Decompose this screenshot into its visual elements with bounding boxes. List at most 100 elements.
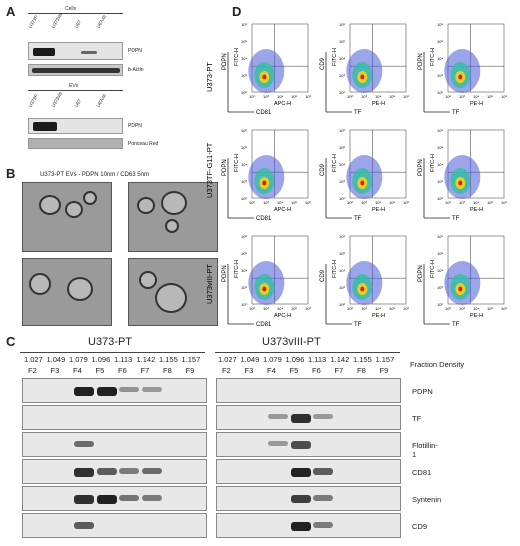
y-tick-label: 10⁵	[339, 251, 345, 256]
blot-band	[119, 387, 139, 392]
fraction-label: F4	[73, 366, 82, 375]
density-blot	[22, 513, 207, 538]
panel-d-label: D	[232, 4, 242, 19]
cells-actin-blot	[28, 64, 123, 76]
panel-c-label: C	[6, 334, 16, 349]
panel-b-title: U373-PT EVs - PDPN 10nm / CD63 5nm	[40, 172, 149, 178]
x-tick-label: 10⁴	[473, 306, 479, 311]
x-tick-label: 10²	[445, 200, 451, 205]
left-title-rule	[20, 352, 205, 353]
y-marker-label: CD9	[320, 57, 326, 70]
density-value: 1.079	[263, 355, 282, 364]
y-axis-channel: FITC-H	[234, 260, 240, 278]
cells-pdpn-label: PDPN	[128, 48, 142, 54]
x-axis-channel: PE-H	[372, 101, 385, 107]
density-value: 1.142	[330, 355, 350, 364]
x-tick-label: 10⁵	[389, 306, 395, 311]
density-value: 1.049	[46, 355, 66, 364]
x-tick-label: 10²	[347, 200, 353, 205]
y-tick-label: 10⁴	[437, 56, 443, 61]
x-tick-label: 10²	[347, 306, 353, 311]
density-value: 1.027	[218, 355, 237, 364]
x-tick-label: 10⁶	[305, 94, 311, 99]
x-tick-label: 10²	[445, 306, 451, 311]
x-tick-label: 10³	[361, 200, 367, 205]
blot-band	[290, 522, 311, 532]
x-marker-label: CD81	[256, 322, 272, 328]
evs-lane-headers: U373P U373vIII U87 U87vIII	[28, 91, 123, 109]
y-tick-label: 10⁴	[437, 162, 443, 167]
y-axis-channel: FITC-H	[332, 154, 338, 172]
density-blot	[22, 432, 207, 457]
blot-band	[313, 495, 333, 501]
y-axis-channel: FITC-H	[430, 260, 436, 278]
y-tick-label: 10⁴	[339, 56, 345, 61]
density-blot	[216, 459, 401, 484]
density-blot	[216, 405, 401, 430]
density-blot	[216, 378, 401, 403]
x-tick-label: 10⁵	[389, 200, 395, 205]
y-tick-label: 10²	[241, 302, 247, 307]
x-marker-label: TF	[354, 216, 362, 222]
y-tick-label: 10³	[241, 285, 247, 290]
scatter-density	[360, 180, 365, 186]
x-marker-label: TF	[452, 216, 460, 222]
fraction-label: F9	[185, 366, 195, 375]
y-marker-label: PDPN	[418, 53, 424, 70]
x-tick-label: 10²	[249, 94, 255, 99]
scatter-density	[458, 74, 463, 80]
y-tick-label: 10⁶	[437, 22, 443, 27]
y-tick-label: 10³	[241, 73, 247, 78]
y-tick-label: 10²	[437, 196, 443, 201]
fraction-label: F4	[267, 366, 276, 375]
x-tick-label: 10⁵	[487, 306, 493, 311]
y-tick-label: 10⁴	[241, 56, 247, 61]
left-title: U373-PT	[88, 336, 133, 348]
y-axis-channel: FITC-H	[332, 260, 338, 278]
fraction-label: F3	[50, 366, 60, 375]
lane-header: U373P	[27, 14, 39, 29]
y-tick-label: 10⁵	[241, 39, 247, 44]
y-tick-label: 10⁵	[339, 39, 345, 44]
lane-header: U87vIII	[95, 14, 108, 29]
fraction-label: F7	[334, 366, 344, 375]
y-tick-label: 10⁵	[339, 145, 345, 150]
x-tick-label: 10⁴	[375, 306, 381, 311]
x-marker-label: CD81	[256, 216, 272, 222]
x-tick-label: 10⁴	[375, 200, 381, 205]
blot-band	[74, 441, 94, 448]
density-value: 1.157	[181, 355, 201, 364]
evs-title-rule	[28, 90, 123, 91]
y-tick-label: 10³	[437, 285, 443, 290]
x-tick-label: 10²	[249, 200, 255, 205]
x-tick-label: 10⁵	[389, 94, 395, 99]
x-tick-label: 10³	[361, 306, 367, 311]
y-axis-channel: FITC-H	[234, 154, 240, 172]
x-marker-label: TF	[354, 110, 362, 116]
y-tick-label: 10²	[339, 90, 345, 95]
scatter-density	[458, 180, 463, 186]
y-tick-label: 10³	[339, 73, 345, 78]
blot-band	[74, 387, 94, 397]
x-tick-label: 10⁴	[277, 200, 283, 205]
y-tick-label: 10⁶	[241, 128, 247, 133]
x-tick-label: 10⁶	[501, 200, 507, 205]
fraction-label: F2	[28, 366, 37, 375]
x-tick-label: 10⁶	[501, 306, 507, 311]
y-tick-label: 10⁶	[241, 22, 247, 27]
x-axis-channel: PE-H	[470, 207, 483, 213]
y-tick-label: 10²	[241, 196, 247, 201]
blot-band	[290, 495, 311, 504]
y-tick-label: 10⁴	[339, 268, 345, 273]
x-axis-channel: PE-H	[372, 313, 385, 319]
density-value: 1.096	[285, 355, 305, 364]
x-tick-label: 10⁴	[473, 94, 479, 99]
density-row-right: 1.027 F2 1.049 F3 1.079 F4 1.096 F5 1.113 F6 1.142…	[216, 355, 401, 377]
density-row-left: 1.027 F2 1.049 F3 1.079 F4 1.096 F5 1.113 F6 1.142…	[22, 355, 207, 377]
flow-row-label: U373TF-G11-PT	[205, 142, 214, 198]
fraction-density-label: Fraction Density	[410, 360, 465, 369]
lane-header: U87	[73, 19, 83, 29]
y-tick-label: 10⁶	[437, 128, 443, 133]
x-axis-channel: PE-H	[372, 207, 385, 213]
y-marker-label: CD9	[320, 163, 326, 176]
